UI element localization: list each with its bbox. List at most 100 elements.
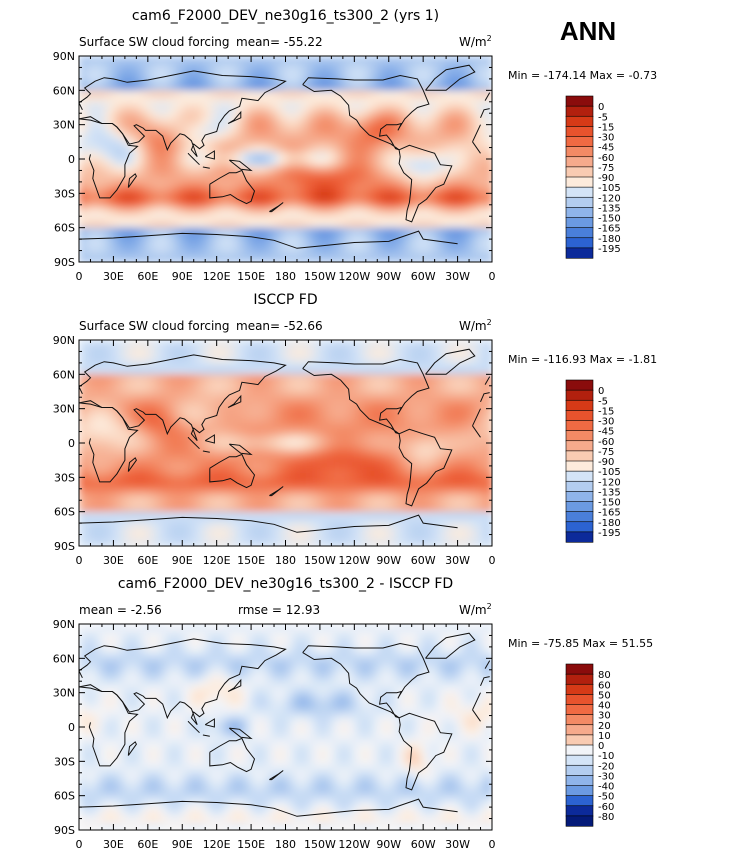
lon-label: 0 <box>76 554 83 567</box>
variable-label: Surface SW cloud forcing <box>79 319 230 333</box>
variable-label: Surface SW cloud forcing <box>79 35 230 49</box>
units-label: W/m2 <box>459 318 492 333</box>
lon-label: 150W <box>304 838 336 851</box>
colorbar-label: -195 <box>598 244 621 255</box>
lon-label: 150E <box>237 270 265 283</box>
colorbar-box <box>565 704 594 716</box>
colorbar-label: -90 <box>598 457 614 468</box>
lat-label: 60S <box>54 222 75 235</box>
units-label: W/m2 <box>459 602 492 617</box>
colorbar-label: -165 <box>598 508 621 519</box>
coastline <box>209 453 256 489</box>
panel-title: cam6_F2000_DEV_ne30g16_ts300_2 (yrs 1) <box>132 8 439 24</box>
lat-label: 60S <box>54 506 75 519</box>
colorbar-box <box>565 410 594 422</box>
colorbar-label: -5 <box>598 112 608 123</box>
coastline <box>202 166 210 169</box>
colorbar-box <box>565 775 594 787</box>
colorbar-box <box>565 146 594 158</box>
colorbar-box <box>565 207 594 219</box>
mean-label: mean= -55.22 <box>236 35 323 49</box>
panel-title: cam6_F2000_DEV_ne30g16_ts300_2 - ISCCP F… <box>118 576 453 592</box>
colorbar-label: -40 <box>598 782 614 793</box>
colorbar-label: -30 <box>598 417 614 428</box>
lon-label: 60E <box>137 838 158 851</box>
coastline <box>187 436 200 450</box>
colorbar-box <box>565 491 594 503</box>
colorbar-label: -120 <box>598 193 621 204</box>
coastline <box>127 457 137 472</box>
lon-label: 90E <box>172 838 193 851</box>
colorbar-box <box>565 105 594 117</box>
lat-label: 90N <box>53 50 75 63</box>
colorbar-label: -45 <box>598 143 614 154</box>
coastline <box>209 169 256 205</box>
colorbar-label: -180 <box>598 518 621 529</box>
colorbar-box <box>565 136 594 148</box>
coastline <box>202 450 210 453</box>
coastline <box>228 159 253 172</box>
lon-label: 30E <box>103 270 124 283</box>
colorbar: 0-5-15-30-45-60-75-90-105-120-135-150-16… <box>565 95 621 259</box>
colorbar-label: 0 <box>598 102 604 113</box>
colorbar-label: -105 <box>598 467 621 478</box>
coastline <box>79 638 490 726</box>
lon-label: 0 <box>489 838 496 851</box>
lon-label: 120W <box>338 838 370 851</box>
units-label: W/m2 <box>459 34 492 49</box>
coastline <box>79 230 458 249</box>
colorbar-box <box>565 795 594 807</box>
lat-label: 60S <box>54 790 75 803</box>
colorbar-box <box>565 724 594 736</box>
lon-label: 30W <box>445 554 470 567</box>
lon-label: 90W <box>376 838 401 851</box>
colorbar-box <box>565 166 594 178</box>
lat-label: 60N <box>53 368 75 381</box>
lon-label: 60W <box>411 838 436 851</box>
coastline <box>484 92 491 101</box>
lon-label: 90E <box>172 270 193 283</box>
panel-title: ISCCP FD <box>253 292 317 308</box>
colorbar-label: -30 <box>598 771 614 782</box>
lon-label: 60W <box>411 554 436 567</box>
lon-label: 0 <box>76 270 83 283</box>
coastline <box>398 712 453 791</box>
lon-label: 0 <box>76 838 83 851</box>
lon-label: 150E <box>237 838 265 851</box>
coastline <box>302 642 430 719</box>
coastline <box>204 718 215 728</box>
colorbar-box <box>565 247 594 259</box>
colorbar-box <box>565 764 594 776</box>
coastline <box>269 486 284 497</box>
lat-label: 30S <box>54 755 75 768</box>
colorbar-box <box>565 227 594 239</box>
coastline <box>302 358 430 435</box>
lon-label: 120E <box>203 554 231 567</box>
colorbar-box <box>565 115 594 127</box>
lon-label: 150W <box>304 554 336 567</box>
colorbar-box <box>565 511 594 523</box>
colorbar-label: -60 <box>598 802 614 813</box>
map-field <box>79 56 492 262</box>
colorbar-box <box>565 126 594 138</box>
lon-label: 0 <box>489 270 496 283</box>
colorbar-box <box>565 501 594 513</box>
lat-label: 30N <box>53 687 75 700</box>
mean-label: rmse = 12.93 <box>238 603 320 617</box>
lon-label: 180 <box>275 838 296 851</box>
colorbar-box <box>565 714 594 726</box>
coastline <box>398 144 453 223</box>
panel-model: cam6_F2000_DEV_ne30g16_ts300_2 (yrs 1) Su… <box>53 8 657 283</box>
colorbar-label: -10 <box>598 751 614 762</box>
lon-label: 30W <box>445 838 470 851</box>
colorbar-box <box>565 460 594 472</box>
panel-diff: cam6_F2000_DEV_ne30g16_ts300_2 - ISCCP F… <box>53 576 653 851</box>
colorbar-box <box>565 379 594 391</box>
lat-label: 90S <box>54 824 75 837</box>
colorbar-box <box>565 734 594 746</box>
colorbar-box <box>565 156 594 168</box>
colorbar-box <box>565 805 594 817</box>
coastline <box>484 376 491 385</box>
lon-label: 90W <box>376 554 401 567</box>
